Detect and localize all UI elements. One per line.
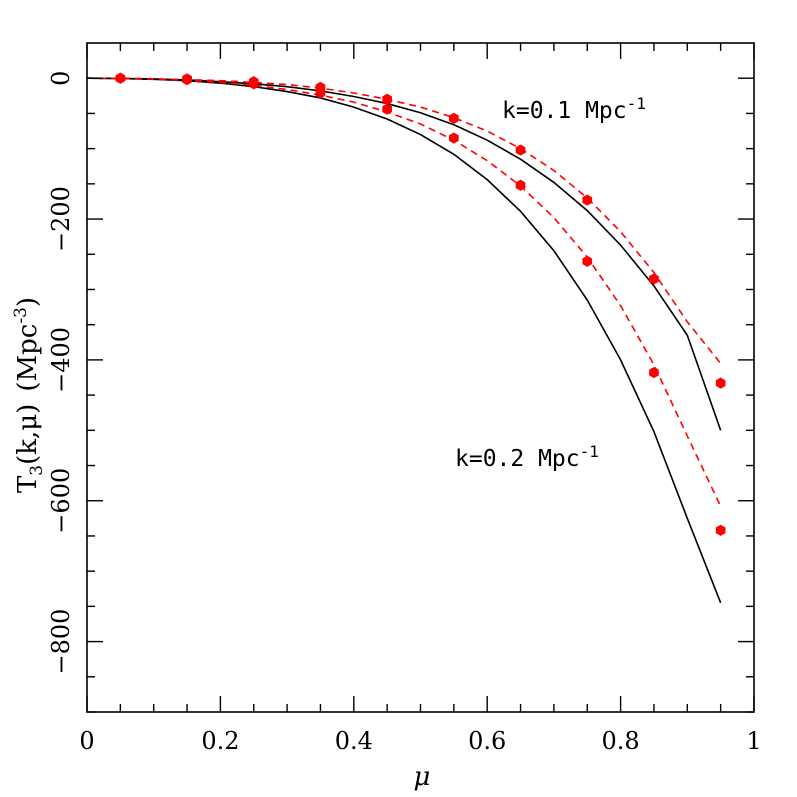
series-lines-layer (86, 77, 722, 604)
y-label-units: (Mpc (13, 324, 43, 392)
y-tick-label: 0 (47, 71, 75, 86)
data-point-k0.2 (582, 255, 593, 267)
y-tick-label: −400 (47, 327, 75, 393)
data-point-k0.2 (715, 524, 726, 536)
x-tick-label: 0 (79, 727, 94, 755)
series-points-layer (115, 72, 726, 536)
data-point-k0.1 (382, 93, 392, 105)
x-tick-label: 1 (746, 727, 761, 755)
data-point-k0.1 (715, 377, 726, 389)
y-label-args: (k,μ) (13, 404, 43, 465)
annotation-k02-text: k=0.2 Mpc (455, 446, 580, 472)
dashed-curve-k0.1 (86, 77, 722, 364)
annotation-k01-text: k=0.1 Mpc (502, 98, 627, 124)
data-point-k0.1 (515, 144, 526, 156)
y-label-main: T (13, 475, 43, 493)
solid-curve-k0.2 (86, 77, 722, 604)
x-tick-label: 0.2 (201, 727, 239, 755)
data-point-k0.2 (115, 72, 126, 84)
tick-labels-layer: 0 0.2 0.4 0.6 0.8 1 0 −200 −400 −600 −800 (47, 71, 762, 755)
data-point-k0.2 (515, 179, 526, 191)
annotation-k02-sup: -1 (580, 442, 599, 461)
data-point-k0.1 (582, 194, 593, 206)
data-point-k0.2 (449, 132, 459, 144)
y-label-units-close: ) (13, 297, 43, 307)
x-tick-label: 0.6 (468, 727, 506, 755)
y-label-units-sup: -3 (11, 307, 31, 324)
data-point-k0.2 (315, 87, 326, 99)
data-point-k0.2 (182, 74, 192, 86)
annotation-k01-sup: -1 (627, 94, 646, 113)
y-tick-label: −600 (47, 468, 75, 534)
data-point-k0.2 (382, 103, 392, 115)
annotation-k01: k=0.1 Mpc-1 (502, 94, 646, 124)
y-label-sub: 3 (27, 465, 47, 476)
y-axis-label: T3(k,μ) (Mpc-3) (11, 297, 47, 493)
dashed-curve-k0.2 (86, 77, 722, 507)
x-tick-label: 0.8 (602, 727, 640, 755)
data-point-k0.1 (649, 273, 659, 285)
axis-ticks-layer (86, 43, 755, 713)
annotation-k02: k=0.2 Mpc-1 (455, 442, 599, 472)
y-tick-label: −800 (47, 609, 75, 675)
solid-curve-k0.1 (86, 77, 722, 431)
x-axis-label: μ (414, 762, 431, 792)
y-tick-label: −200 (47, 186, 75, 252)
data-point-k0.2 (248, 78, 259, 90)
data-point-k0.1 (449, 112, 459, 124)
x-tick-label: 0.4 (335, 727, 373, 755)
data-point-k0.2 (649, 366, 659, 379)
